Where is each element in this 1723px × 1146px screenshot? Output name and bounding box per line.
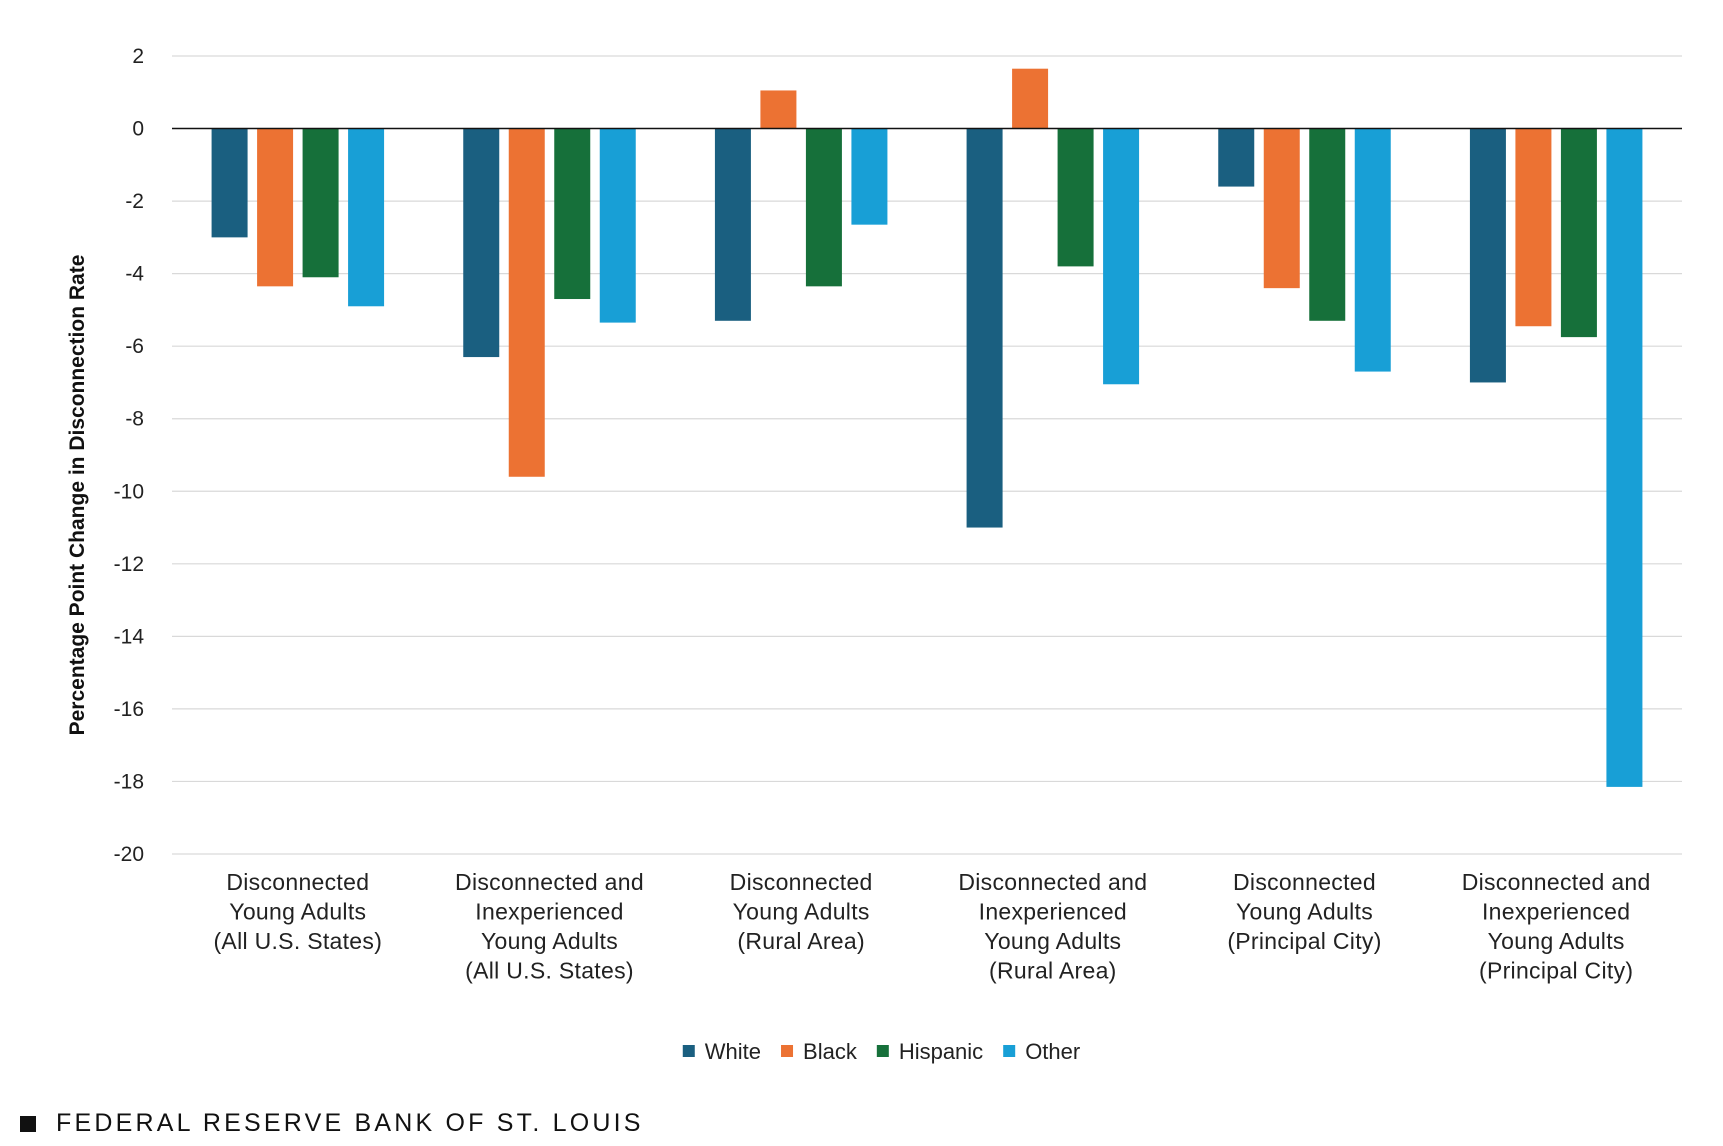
footer-square-icon: [20, 1115, 36, 1132]
legend-swatch-hispanic: [876, 1045, 889, 1057]
bar-hispanic-2: [805, 128, 842, 287]
x-category-label: Disconnected: [226, 869, 369, 895]
legend: White Black Hispanic Other: [682, 1039, 1080, 1064]
bar-other-0: [348, 128, 385, 307]
bar-white-2: [714, 128, 751, 321]
x-category-label: Young Adults: [229, 899, 366, 925]
y-tick-label: -16: [114, 698, 144, 721]
legend-swatch-white: [682, 1045, 695, 1057]
y-axis-label: Percentage Point Change in Disconnection…: [66, 255, 89, 736]
x-category-label: Disconnected: [730, 869, 873, 895]
y-tick-label: -12: [114, 553, 144, 576]
bar-white-1: [463, 128, 500, 358]
x-category-label: Young Adults: [984, 928, 1121, 954]
legend-label-hispanic: Hispanic: [899, 1039, 983, 1064]
footer-source: FEDERAL RESERVE BANK OF ST. LOUIS: [56, 1109, 644, 1137]
bar-white-4: [1218, 128, 1255, 187]
x-category-label: Disconnected and: [958, 869, 1147, 895]
x-category-label: (Principal City): [1227, 928, 1381, 954]
bar-black-2: [760, 90, 797, 129]
y-tick-label: -14: [114, 625, 145, 648]
y-tick-label: -6: [125, 335, 144, 358]
y-tick-label: -8: [125, 408, 144, 431]
bar-black-1: [508, 128, 545, 477]
x-category-label: Young Adults: [1236, 899, 1373, 925]
bar-other-2: [851, 128, 888, 225]
footer: FEDERAL RESERVE BANK OF ST. LOUIS: [20, 1109, 644, 1138]
x-category-label: Disconnected: [1233, 869, 1376, 895]
legend-swatch-black: [781, 1045, 794, 1057]
bar-white-3: [966, 128, 1003, 528]
bar-black-4: [1263, 128, 1300, 289]
bar-hispanic-5: [1560, 128, 1597, 338]
y-tick-label: 2: [132, 45, 144, 68]
bar-black-3: [1012, 68, 1049, 129]
x-category-label: Young Adults: [481, 928, 618, 954]
legend-label-black: Black: [803, 1039, 858, 1064]
x-axis-categories: Disconnected Young Adults (All U.S. States…: [213, 869, 1650, 984]
bar-black-5: [1515, 128, 1552, 327]
legend-label-other: Other: [1025, 1039, 1080, 1064]
bar-white-5: [1469, 128, 1506, 383]
gridlines: [172, 55, 1682, 855]
bar-other-3: [1103, 128, 1140, 385]
y-tick-label: 0: [132, 118, 144, 141]
bar-hispanic-1: [554, 128, 591, 300]
y-tick-label: -10: [114, 480, 144, 503]
bar-white-0: [211, 128, 248, 238]
x-category-label: Inexperienced: [475, 899, 623, 925]
x-category-label: (Rural Area): [737, 928, 865, 954]
x-category-label: (All U.S. States): [213, 928, 382, 954]
x-category-label: Disconnected and: [455, 869, 644, 895]
bar-hispanic-0: [302, 128, 339, 278]
x-category-label: (Principal City): [1479, 958, 1633, 984]
y-axis-ticks: 2 0 -2 -4 -6 -8 -10 -12 -14 -16 -18 -20: [114, 45, 145, 866]
bar-other-5: [1606, 128, 1643, 787]
legend-swatch-other: [1003, 1045, 1016, 1057]
x-category-label: Young Adults: [1488, 928, 1625, 954]
y-tick-label: -20: [114, 843, 144, 866]
x-category-label: Young Adults: [733, 899, 870, 925]
x-category-label: Inexperienced: [979, 899, 1127, 925]
bar-hispanic-3: [1057, 128, 1094, 267]
y-tick-label: -18: [114, 770, 144, 793]
bars: [211, 68, 1643, 787]
x-category-label: Inexperienced: [1482, 899, 1630, 925]
y-tick-label: -4: [125, 263, 144, 286]
bar-black-0: [257, 128, 294, 287]
bar-other-4: [1354, 128, 1391, 372]
x-category-label: (Rural Area): [989, 958, 1117, 984]
bar-hispanic-4: [1309, 128, 1346, 321]
x-category-label: Disconnected and: [1462, 869, 1651, 895]
x-category-label: (All U.S. States): [465, 958, 634, 984]
legend-label-white: White: [705, 1039, 761, 1064]
bar-other-1: [599, 128, 636, 323]
y-tick-label: -2: [125, 190, 144, 213]
